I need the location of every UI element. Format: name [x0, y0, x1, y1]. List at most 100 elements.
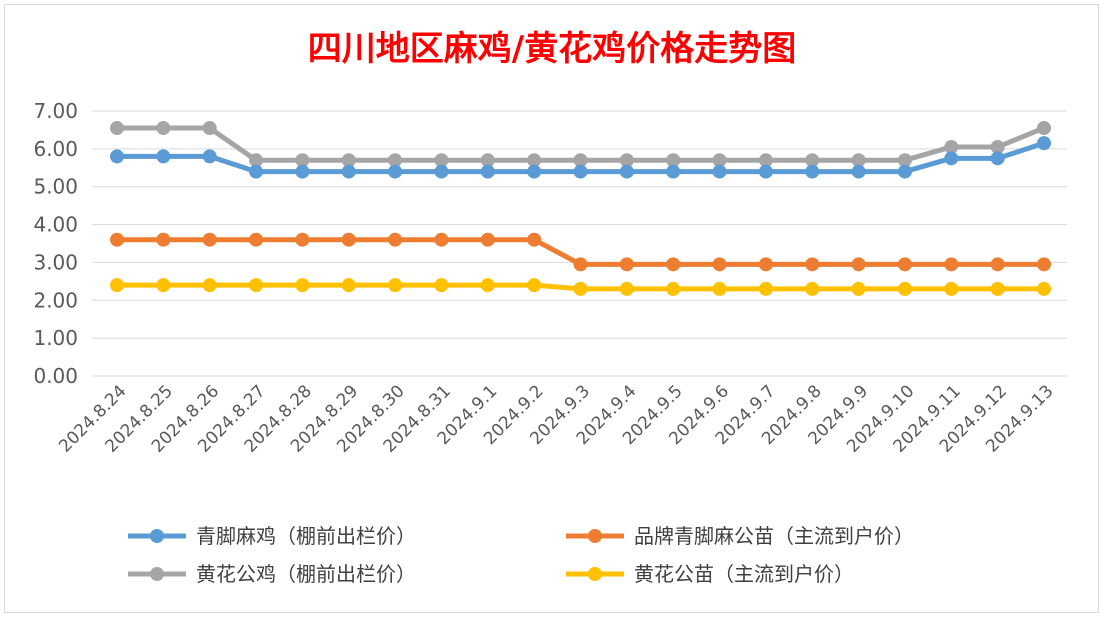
- data-point: [712, 257, 727, 272]
- data-point: [573, 257, 588, 272]
- data-point: [990, 139, 1005, 154]
- data-point: [1037, 281, 1051, 296]
- legend-marker: [588, 567, 602, 581]
- data-point: [341, 278, 356, 293]
- data-point: [897, 164, 912, 179]
- series-2: [110, 121, 1051, 168]
- x-axis-ticks: 2024.8.242024.8.252024.8.262024.8.272024…: [55, 381, 1057, 456]
- series-lines: [110, 121, 1051, 296]
- legend: 青脚麻鸡（棚前出栏价） 品牌青脚麻公苗（主流到户价） 黄花公鸡（棚前出栏价） 黄花公苗…: [128, 524, 914, 586]
- data-point: [156, 121, 171, 136]
- data-point: [110, 149, 124, 164]
- y-tick-label: 0.00: [33, 364, 78, 388]
- data-point: [619, 257, 634, 272]
- legend-marker: [588, 529, 602, 543]
- data-point: [851, 164, 866, 179]
- series-3: [110, 278, 1051, 296]
- legend-marker: [150, 567, 164, 581]
- chart-title: 四川地区麻鸡/黄花鸡价格走势图: [308, 29, 796, 69]
- data-point: [1037, 136, 1051, 151]
- data-point: [202, 149, 217, 164]
- data-point: [202, 121, 217, 136]
- data-point: [295, 278, 310, 293]
- data-point: [295, 153, 310, 168]
- data-point: [388, 153, 403, 168]
- data-point: [666, 164, 681, 179]
- data-point: [249, 164, 264, 179]
- chart-frame: [4, 4, 1099, 613]
- legend-item: 黄花公苗（主流到户价）: [566, 562, 854, 586]
- legend-item: 黄花公鸡（棚前出栏价）: [128, 562, 416, 586]
- data-point: [712, 153, 727, 168]
- data-point: [341, 153, 356, 168]
- data-point: [805, 153, 820, 168]
- data-point: [388, 232, 403, 247]
- data-point: [388, 278, 403, 293]
- data-point: [990, 257, 1005, 272]
- data-point: [480, 232, 495, 247]
- data-point: [434, 153, 449, 168]
- data-point: [666, 281, 681, 296]
- y-tick-label: 5.00: [33, 175, 78, 199]
- data-point: [712, 164, 727, 179]
- data-point: [249, 278, 264, 293]
- data-point: [851, 153, 866, 168]
- legend-marker: [150, 529, 164, 543]
- data-point: [480, 164, 495, 179]
- y-tick-label: 3.00: [33, 250, 78, 274]
- data-point: [295, 164, 310, 179]
- data-point: [573, 281, 588, 296]
- series-0: [110, 136, 1051, 179]
- data-point: [897, 257, 912, 272]
- data-point: [666, 257, 681, 272]
- series-1: [110, 232, 1051, 272]
- data-point: [990, 281, 1005, 296]
- data-point: [156, 149, 171, 164]
- data-point: [712, 281, 727, 296]
- data-point: [480, 153, 495, 168]
- data-point: [805, 164, 820, 179]
- data-point: [944, 139, 959, 154]
- gridlines: [92, 110, 1067, 377]
- y-tick-label: 4.00: [33, 213, 78, 237]
- data-point: [202, 278, 217, 293]
- data-point: [758, 257, 773, 272]
- data-point: [851, 257, 866, 272]
- legend-item: 品牌青脚麻公苗（主流到户价）: [566, 524, 914, 548]
- data-point: [944, 257, 959, 272]
- data-point: [249, 232, 264, 247]
- data-point: [341, 164, 356, 179]
- data-point: [434, 164, 449, 179]
- data-point: [1037, 121, 1051, 136]
- legend-label: 青脚麻鸡（棚前出栏价）: [196, 524, 416, 548]
- data-point: [202, 232, 217, 247]
- data-point: [527, 278, 542, 293]
- data-point: [434, 278, 449, 293]
- data-point: [805, 257, 820, 272]
- data-point: [758, 153, 773, 168]
- data-point: [110, 278, 124, 293]
- data-point: [110, 232, 124, 247]
- y-tick-label: 2.00: [33, 288, 78, 312]
- data-point: [388, 164, 403, 179]
- data-point: [527, 232, 542, 247]
- data-point: [805, 281, 820, 296]
- data-point: [434, 232, 449, 247]
- data-point: [666, 153, 681, 168]
- data-point: [944, 151, 959, 166]
- y-tick-label: 6.00: [33, 137, 78, 161]
- data-point: [341, 232, 356, 247]
- data-point: [619, 164, 634, 179]
- data-point: [758, 281, 773, 296]
- legend-label: 品牌青脚麻公苗（主流到户价）: [634, 524, 914, 548]
- y-tick-label: 7.00: [33, 99, 78, 123]
- data-point: [758, 164, 773, 179]
- data-point: [527, 153, 542, 168]
- data-point: [897, 153, 912, 168]
- data-point: [573, 164, 588, 179]
- legend-item: 青脚麻鸡（棚前出栏价）: [128, 524, 416, 548]
- legend-label: 黄花公苗（主流到户价）: [634, 562, 854, 586]
- data-point: [156, 232, 171, 247]
- data-point: [295, 232, 310, 247]
